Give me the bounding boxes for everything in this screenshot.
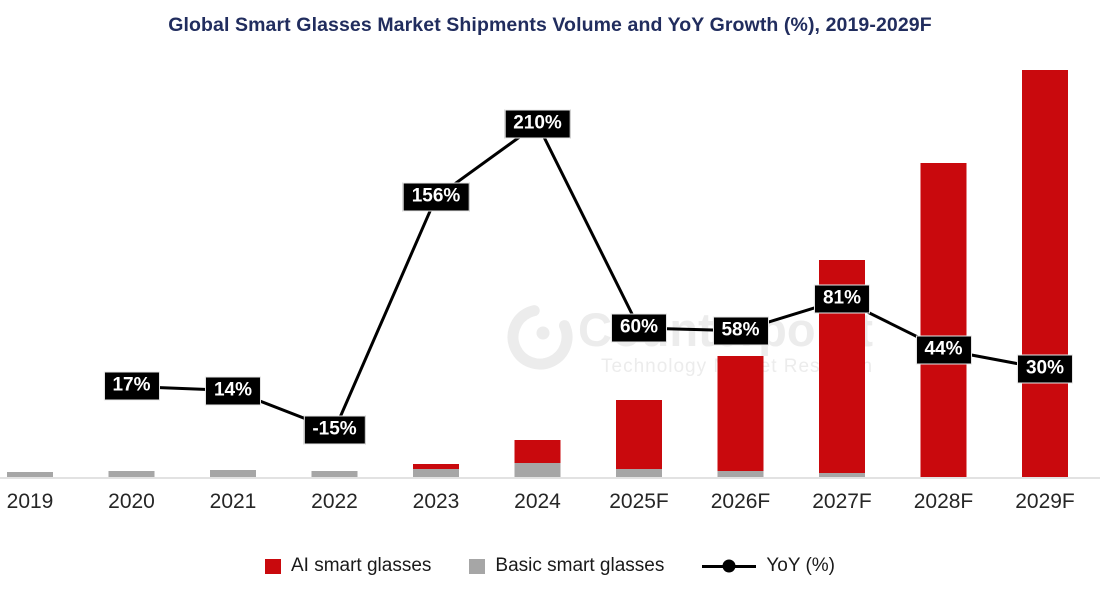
bar-ai-2023 [413,464,459,469]
bar-ai-2027F [819,260,865,473]
x-label-2025F: 2025F [609,490,669,513]
bar-basic-2027F [819,473,865,477]
legend-label-ai: AI smart glasses [290,555,432,576]
bar-ai-2024 [514,440,561,463]
legend: AI smart glasses Basic smart glasses YoY… [0,547,1100,585]
basic-bar-swatch-icon [469,558,486,574]
legend-label-basic: Basic smart glasses [495,555,665,576]
bar-basic-2019 [7,472,53,477]
bar-basic-2021 [210,470,256,477]
bar-basic-2025F [616,469,662,477]
chart-title: Global Smart Glasses Market Shipments Vo… [168,14,932,36]
yoy-line [131,122,1046,432]
legend-item-basic-smart-glasses: Basic smart glasses [469,555,664,577]
yoy-dot-icon [722,559,736,573]
legend-item-ai-smart-glasses: AI smart glasses [264,555,432,577]
legend-label-yoy: YoY (%) [766,555,836,576]
x-label-2021: 2021 [210,490,257,513]
bar-basic-2022 [311,471,358,477]
bar-basic-2026F [717,471,764,477]
yoy-line-marker-icon [702,559,757,573]
bar-ai-2025F [616,400,662,469]
x-label-2024: 2024 [514,490,561,513]
legend-item-yoy: YoY (%) [702,555,835,577]
bar-basic-2024 [514,463,561,477]
x-label-2019: 2019 [7,490,54,513]
x-label-2023: 2023 [413,490,460,513]
bar-ai-2029F [1022,70,1068,477]
bar-basic-2023 [413,469,459,477]
bar-basic-2020 [108,471,155,477]
x-label-2028F: 2028F [914,490,974,513]
bar-ai-2028F [920,163,967,477]
x-label-2020: 2020 [108,490,155,513]
chart-area: Counterpoint Technology Market Research … [0,70,1100,513]
x-label-2029F: 2029F [1015,490,1075,513]
x-label-2027F: 2027F [812,490,872,513]
x-label-2026F: 2026F [711,490,771,513]
bar-ai-2026F [717,356,764,471]
plot-svg: 2019 2020 2021 2022 2023 2024 2025F 2026F 2027F 2… [0,70,1100,513]
ai-bar-swatch-icon [264,558,281,574]
x-label-2022: 2022 [311,490,358,513]
